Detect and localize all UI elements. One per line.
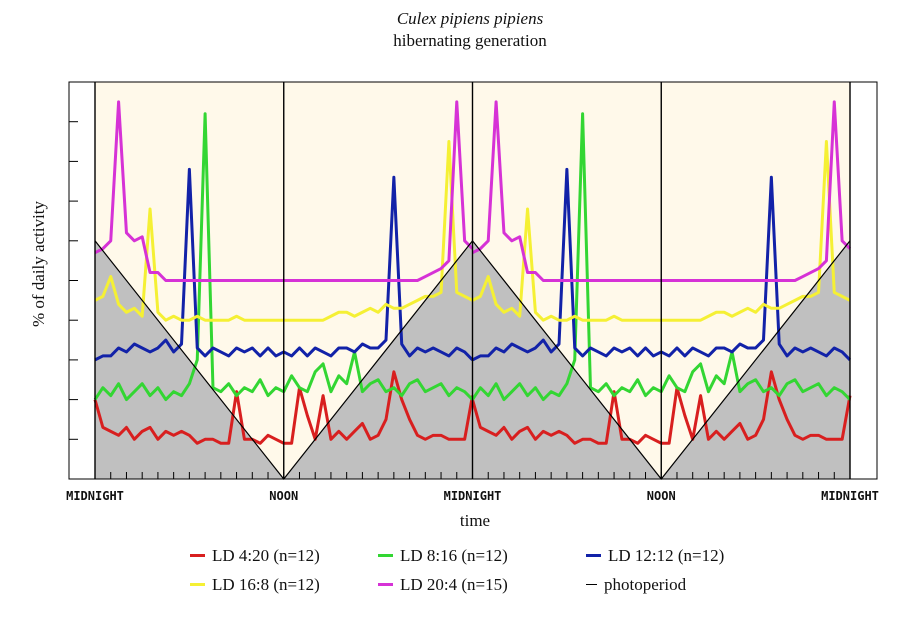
legend-item: LD 20:4 (n=15) <box>378 575 586 595</box>
legend-swatch <box>586 554 601 557</box>
legend: LD 4:20 (n=12) LD 8:16 (n=12) LD 12:12 (n=… <box>190 541 830 599</box>
x-axis-label: time <box>459 511 491 530</box>
legend-item: LD 8:16 (n=12) <box>378 546 586 566</box>
axes <box>68 81 878 480</box>
x-tick-label-4: NOON <box>647 489 676 503</box>
legend-label: LD 4:20 (n=12) <box>212 545 320 565</box>
legend-swatch <box>586 584 597 585</box>
legend-swatch <box>190 583 205 586</box>
legend-item: photoperiod <box>586 575 776 595</box>
legend-label: LD 20:4 (n=15) <box>400 574 508 594</box>
legend-swatch <box>190 554 205 557</box>
x-tick-label-2: NOON <box>269 489 298 503</box>
legend-swatch <box>378 554 393 557</box>
x-tick-label-3: MIDNIGHT <box>444 489 502 503</box>
legend-label: LD 8:16 (n=12) <box>400 545 508 565</box>
x-tick-labels: MIDNIGHT NOON MIDNIGHT NOON MIDNIGHT <box>66 489 879 503</box>
chart-title-block: Culex pipiens pipiens hibernating genera… <box>0 8 900 52</box>
legend-swatch <box>378 583 393 586</box>
x-tick-label-1: MIDNIGHT <box>66 489 124 503</box>
legend-label: LD 12:12 (n=12) <box>608 545 725 565</box>
chart-subtitle: hibernating generation <box>393 31 547 50</box>
x-tick-label-5: MIDNIGHT <box>821 489 879 503</box>
legend-row: LD 4:20 (n=12) LD 8:16 (n=12) LD 12:12 (n=… <box>190 541 830 570</box>
legend-item: LD 4:20 (n=12) <box>190 546 378 566</box>
legend-item: LD 12:12 (n=12) <box>586 546 776 566</box>
chart-title: Culex pipiens pipiens <box>396 9 544 28</box>
y-axis-label: % of daily activity <box>29 200 48 328</box>
legend-label: photoperiod <box>604 574 687 594</box>
legend-label: LD 16:8 (n=12) <box>212 574 320 594</box>
legend-item: LD 16:8 (n=12) <box>190 575 378 595</box>
legend-row: LD 16:8 (n=12) LD 20:4 (n=15) photoperiod <box>190 570 830 599</box>
